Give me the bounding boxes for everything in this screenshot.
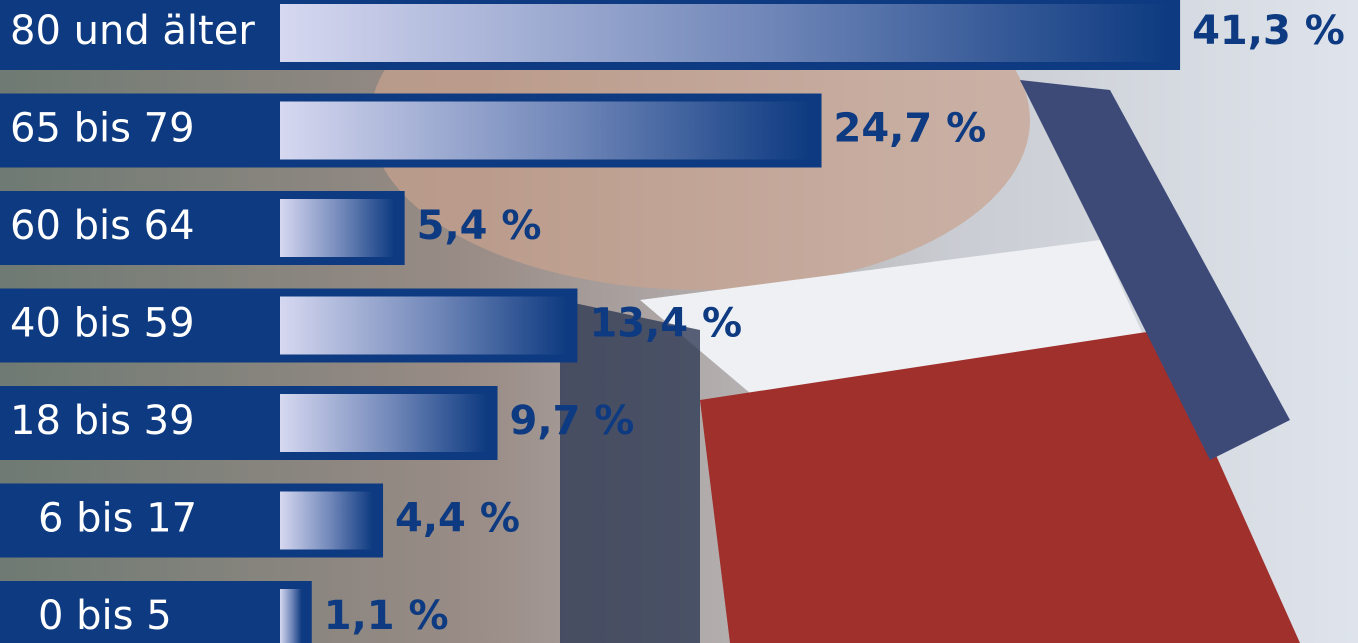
category-label: 6 bis 17 bbox=[38, 496, 197, 542]
value-label: 5,4 % bbox=[417, 203, 542, 249]
photo-dress bbox=[700, 330, 1300, 643]
category-label: 40 bis 59 bbox=[10, 301, 195, 347]
bar bbox=[280, 4, 1171, 62]
category-label: 60 bis 64 bbox=[10, 203, 195, 249]
bar-band bbox=[0, 581, 312, 643]
category-label: 80 und älter bbox=[10, 8, 255, 54]
bar bbox=[280, 296, 568, 355]
bar bbox=[280, 394, 488, 452]
value-label: 41,3 % bbox=[1192, 8, 1345, 54]
value-label: 13,4 % bbox=[589, 301, 742, 347]
category-label: 65 bis 79 bbox=[10, 106, 195, 152]
value-label: 4,4 % bbox=[395, 496, 520, 542]
bar bbox=[280, 199, 395, 257]
bar bbox=[280, 491, 374, 550]
value-label: 1,1 % bbox=[324, 593, 449, 639]
value-label: 9,7 % bbox=[510, 398, 635, 444]
category-label: 18 bis 39 bbox=[10, 398, 195, 444]
photo-strap bbox=[1020, 80, 1290, 460]
bar bbox=[280, 101, 812, 160]
category-label: 0 bis 5 bbox=[38, 593, 172, 639]
bar bbox=[280, 589, 302, 643]
photo-strap bbox=[560, 300, 700, 643]
value-label: 24,7 % bbox=[834, 106, 987, 152]
